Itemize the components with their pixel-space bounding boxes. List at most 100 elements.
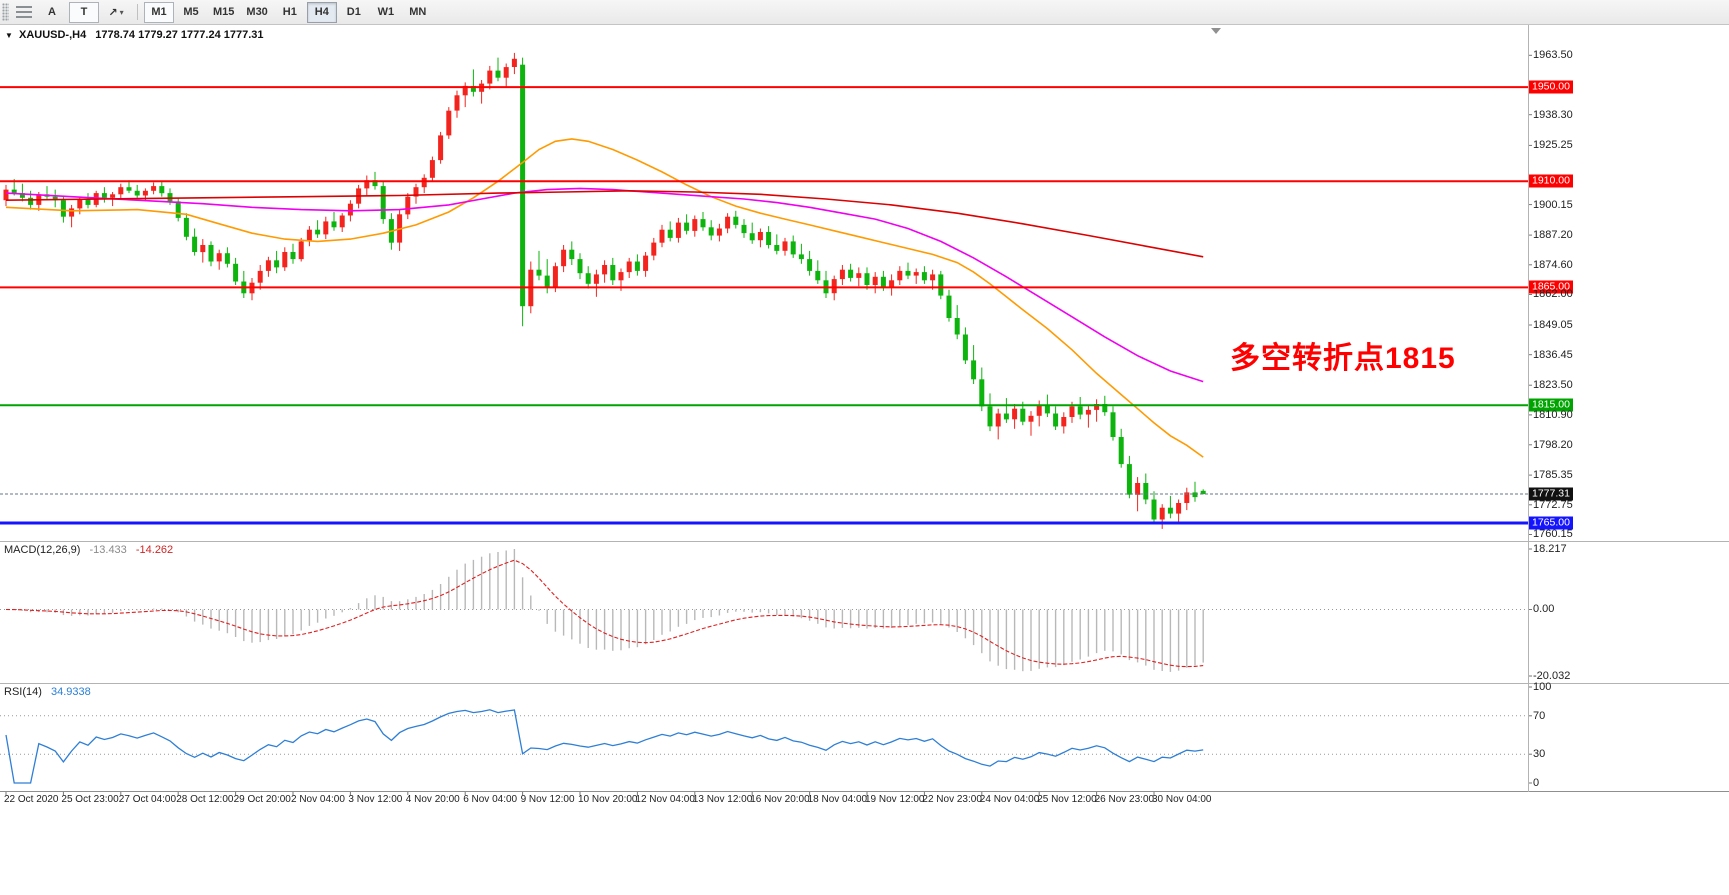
candle-body <box>651 242 657 256</box>
candle-body <box>684 222 690 231</box>
candle-body <box>889 280 895 288</box>
candle-body <box>1143 483 1149 500</box>
price-axis-label: 1798.20 <box>1533 438 1573 451</box>
chart-annotation[interactable]: 多空转折点1815 <box>1230 342 1456 375</box>
candle-body <box>1159 507 1165 520</box>
candle-body <box>798 254 804 260</box>
candle-body <box>807 259 813 271</box>
time-axis-label: 27 Oct 04:00 <box>118 794 177 805</box>
pane-separator[interactable] <box>0 541 1729 542</box>
time-axis-label: 25 Nov 12:00 <box>1037 794 1097 805</box>
candle-body <box>1192 492 1198 498</box>
rsi-line <box>5 709 1204 784</box>
line-tools-group: A T ↗ ▾ <box>36 1 132 23</box>
candle-body <box>224 253 230 264</box>
candle-body <box>438 135 444 161</box>
time-axis-label: 18 Nov 04:00 <box>807 794 868 805</box>
candle-body <box>569 249 575 260</box>
chart-dropdown-marker-icon[interactable]: ▼ <box>5 31 13 40</box>
candle-body <box>921 272 927 281</box>
candle-body <box>700 219 706 228</box>
timeframe-button-h4[interactable]: H4 <box>306 1 337 23</box>
price-level-badge: 1950.00 <box>1529 80 1573 94</box>
arrow-tool-button[interactable]: A <box>48 6 56 18</box>
candle-body <box>872 276 878 285</box>
candle-body <box>175 201 181 218</box>
price-level-badge: 1865.00 <box>1529 280 1573 294</box>
charts-toolbar-icon[interactable] <box>16 6 32 18</box>
chart-title: ▼ XAUUSD-,H4 1778.74 1779.27 1777.24 177… <box>5 29 264 41</box>
candle-body <box>987 406 993 427</box>
price-axis-label: 1900.15 <box>1533 198 1573 211</box>
timeframe-button-m15[interactable]: M15 <box>213 6 235 18</box>
timeframe-button-h1[interactable]: H1 <box>282 6 297 18</box>
candle-body <box>782 241 788 251</box>
price-axis-label: 1849.05 <box>1533 318 1573 331</box>
candle-body <box>1118 437 1124 465</box>
time-axis-line <box>0 791 1729 792</box>
candle-body <box>151 186 157 191</box>
candle-body <box>938 274 944 296</box>
candle-body <box>880 276 886 288</box>
price-axis-label: 1810.90 <box>1533 408 1573 421</box>
price-axis-label: 1862.00 <box>1533 288 1573 301</box>
candle-body <box>1200 490 1206 495</box>
macd-name: MACD(12,26,9) <box>4 544 81 556</box>
rsi-name: RSI(14) <box>4 686 42 698</box>
timeframe-button-m1[interactable]: M1 <box>144 1 174 23</box>
timeframe-button-m30[interactable]: M30 <box>246 6 268 18</box>
candle-body <box>413 187 419 197</box>
price-level-badge: 1765.00 <box>1529 516 1573 530</box>
candle-body <box>1126 464 1132 495</box>
candle-body <box>1053 413 1059 427</box>
timeframe-button-mn[interactable]: MN <box>409 6 427 18</box>
line-studies-dropdown[interactable]: ↗ ▾ <box>108 6 124 19</box>
rsi-indicator-label: RSI(14) 34.9338 <box>4 686 91 698</box>
text-tool-button[interactable]: T <box>69 1 99 23</box>
macd-signal-line <box>5 559 1204 668</box>
timeframe-button-d1[interactable]: D1 <box>346 6 361 18</box>
candle-body <box>372 180 378 187</box>
macd-axis-label: -20.032 <box>1533 670 1571 682</box>
candle-body <box>315 229 321 235</box>
candle-body <box>1151 499 1157 520</box>
chart-shift-marker-icon <box>1211 28 1221 34</box>
timeframe-button-m5[interactable]: M5 <box>183 6 199 18</box>
timeframe-button-w1[interactable]: W1 <box>377 6 395 18</box>
candle-body <box>290 252 296 260</box>
pane-separator[interactable] <box>0 683 1729 684</box>
candle-body <box>561 249 567 267</box>
price-axis-label: 1772.75 <box>1533 498 1573 511</box>
candle-body <box>585 273 591 284</box>
candle-body <box>265 260 271 271</box>
candle-body <box>610 265 616 281</box>
price-axis-label: 1823.50 <box>1533 379 1573 392</box>
candle-body <box>60 200 66 217</box>
candle-body <box>454 95 460 111</box>
candle-body <box>1135 483 1141 495</box>
time-axis-label: 25 Oct 23:00 <box>61 794 119 805</box>
candle-body <box>733 216 739 225</box>
candle-body <box>856 273 862 278</box>
time-axis-label: 26 Nov 23:00 <box>1094 794 1155 805</box>
candle-body <box>757 232 763 241</box>
candle-body <box>257 270 263 283</box>
candle-body <box>28 197 34 205</box>
candle-body <box>110 194 116 198</box>
price-axis-label: 1836.45 <box>1533 348 1573 361</box>
price-axis-label: 1938.30 <box>1533 108 1573 121</box>
candle-body <box>618 272 624 281</box>
macd-indicator-label: MACD(12,26,9) -13.433 -14.262 <box>4 544 173 556</box>
candle-body <box>544 275 550 288</box>
candle-body <box>1012 408 1018 420</box>
chart-symbol-period: XAUUSD-,H4 <box>18 29 87 41</box>
candle-body <box>183 217 189 237</box>
toolbar-grip[interactable] <box>2 3 9 21</box>
toolbar: A T ↗ ▾ M1 M5 M15 M30 H1 H4 D1 W1 MN <box>0 0 1729 25</box>
candle-body <box>626 261 632 273</box>
candle-body <box>1020 408 1026 422</box>
candle-body <box>1094 404 1100 410</box>
time-axis-label: 22 Nov 23:00 <box>922 794 982 805</box>
candle-body <box>995 413 1001 427</box>
